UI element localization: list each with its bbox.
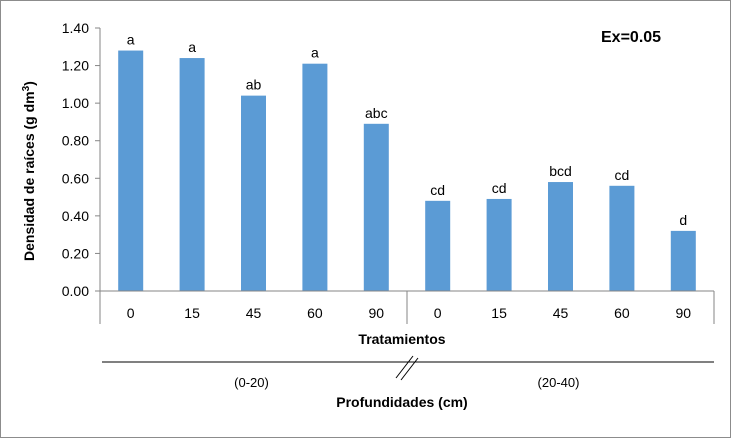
axis-break-mark-2 bbox=[400, 357, 419, 381]
bar bbox=[609, 185, 635, 291]
data-labels-layer: a a ab a abc cd cd bcd cd d bbox=[127, 32, 687, 228]
bar bbox=[548, 182, 573, 291]
x-tick-label: 60 bbox=[307, 305, 323, 321]
x-tick-label: 90 bbox=[369, 305, 385, 321]
y-axis-title-end: ) bbox=[21, 81, 37, 86]
x-tick-label: 45 bbox=[553, 305, 569, 321]
bar-data-label: ab bbox=[246, 77, 262, 93]
y-axis: 0.00 0.20 0.40 0.60 0.80 1.00 1.20 1.40 bbox=[62, 20, 101, 299]
annotation-ex: Ex=0.05 bbox=[601, 29, 661, 46]
bar bbox=[363, 123, 389, 291]
x-tick-label: 0 bbox=[127, 305, 135, 321]
bar-data-label: cd bbox=[492, 180, 507, 196]
x-tick-label: 45 bbox=[246, 305, 262, 321]
bar bbox=[425, 200, 451, 291]
group-labels: (0-20) (20-40) bbox=[234, 375, 579, 390]
bar bbox=[241, 95, 266, 291]
group-label: (20-40) bbox=[538, 375, 580, 390]
y-tick-label: 0.80 bbox=[62, 133, 89, 149]
y-axis-title: Densidad de raíces (g dm3) bbox=[21, 81, 37, 261]
bar-data-label: cd bbox=[430, 182, 445, 198]
bar bbox=[486, 198, 512, 291]
y-tick-label: 1.00 bbox=[62, 95, 89, 111]
bar-data-label: bcd bbox=[549, 163, 572, 179]
x-tick-label: 15 bbox=[184, 305, 200, 321]
bar-data-label: a bbox=[311, 45, 319, 61]
bar bbox=[302, 63, 328, 291]
y-tick-label: 0.60 bbox=[62, 170, 89, 186]
bar-data-label: cd bbox=[615, 167, 630, 183]
bar-data-label: abc bbox=[365, 105, 388, 121]
bar bbox=[179, 58, 205, 291]
bar-data-label: a bbox=[127, 32, 135, 48]
x-tick-label: 60 bbox=[614, 305, 630, 321]
bars-layer bbox=[118, 50, 696, 291]
axis-break-mark-1 bbox=[395, 355, 414, 379]
group-axis-title: Profundidades (cm) bbox=[336, 394, 467, 410]
x-tick-label: 15 bbox=[491, 305, 507, 321]
axis-break-marks bbox=[395, 355, 419, 381]
bar-data-label: a bbox=[188, 39, 196, 55]
x-axis-title: Tratamientos bbox=[358, 331, 445, 347]
y-tick-label: 0.00 bbox=[62, 283, 89, 299]
y-tick-label: 0.40 bbox=[62, 208, 89, 224]
y-tick-label: 1.40 bbox=[62, 20, 89, 36]
group-label: (0-20) bbox=[234, 375, 269, 390]
bar bbox=[118, 50, 144, 291]
x-tick-label: 0 bbox=[434, 305, 442, 321]
x-axis: 0 15 45 60 90 0 15 45 60 90 bbox=[99, 290, 715, 324]
y-axis-title-main: Densidad de raíces (g dm bbox=[21, 91, 37, 261]
x-tick-label: 90 bbox=[676, 305, 692, 321]
y-tick-label: 1.20 bbox=[62, 58, 89, 74]
y-axis-title-superscript: 3 bbox=[21, 85, 32, 91]
bar bbox=[670, 230, 696, 291]
y-tick-label: 0.20 bbox=[62, 245, 89, 261]
bar-data-label: d bbox=[679, 212, 687, 228]
